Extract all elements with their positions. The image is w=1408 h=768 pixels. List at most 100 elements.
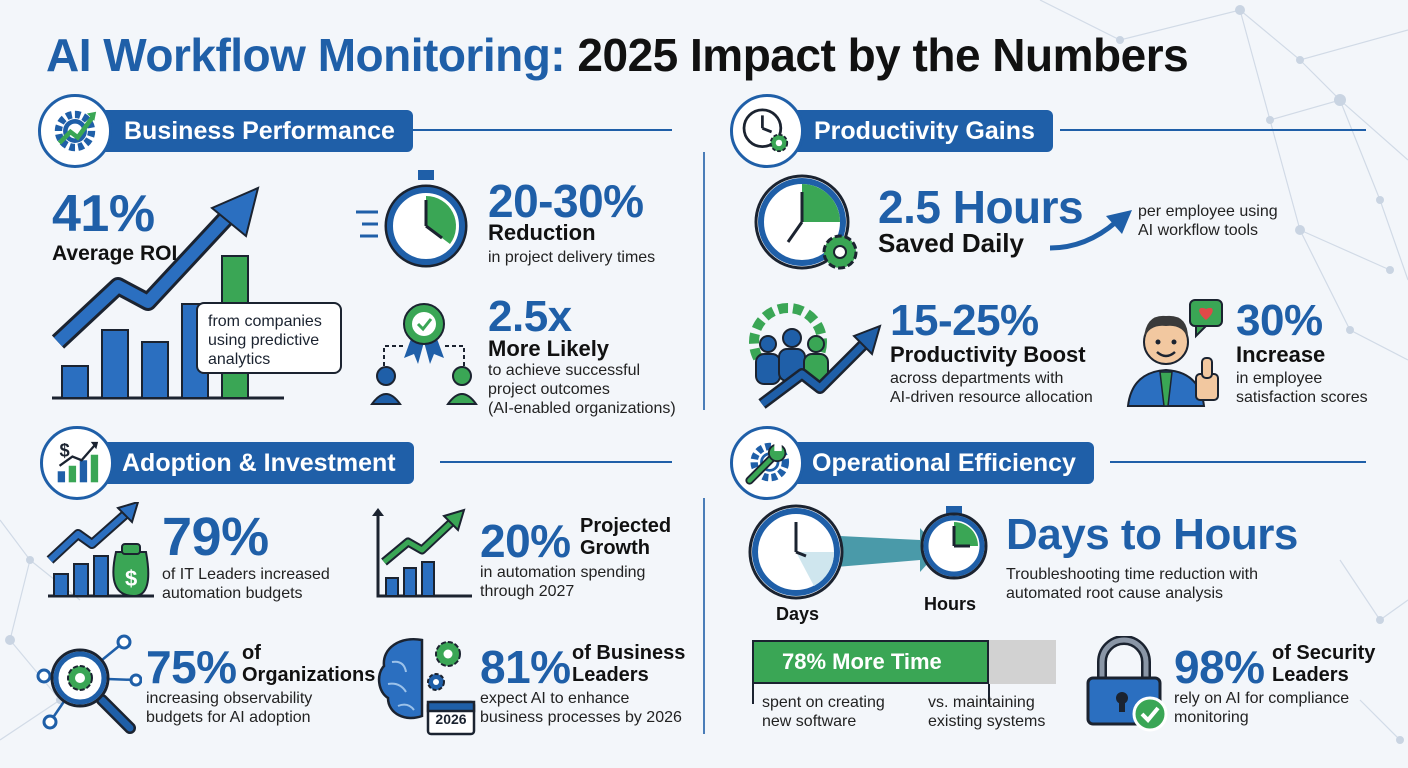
- growth-label: Projected Growth: [580, 515, 671, 559]
- security-desc-line-2: monitoring: [1174, 709, 1249, 726]
- likely-desc-line-1: to achieve successful: [488, 362, 641, 379]
- divider-top: [703, 152, 705, 410]
- it-leaders-value: 79%: [162, 507, 269, 567]
- it-leaders-desc: of IT Leaders increased automation budge…: [162, 565, 330, 603]
- business-heading: Business Performance: [58, 110, 413, 152]
- roi-callout-line-3: analytics: [208, 351, 271, 368]
- happy-employee-icon: [1124, 296, 1234, 408]
- more-time-bar-label: 78% More Time: [782, 649, 942, 674]
- roi-callout: from companies using predictive analytic…: [196, 302, 342, 374]
- more-time-bar-track: 78% More Time: [752, 640, 1056, 684]
- biz-leaders-value: 81%: [480, 641, 571, 693]
- title-part-2: 2025 Impact by the Numbers: [577, 29, 1189, 81]
- growth-label-line-1: Projected: [580, 515, 672, 537]
- boost-desc-line-1: across departments with: [890, 370, 1064, 387]
- more-time-left-desc: spent on creating new software: [762, 693, 885, 731]
- roi-callout-line-2: using predictive: [208, 332, 320, 349]
- growth-desc-line-1: in automation spending: [480, 564, 646, 581]
- more-time-tick-left: [752, 684, 754, 704]
- days-hours-desc-line-1: Troubleshooting time reduction with: [1006, 566, 1258, 583]
- satisfaction-value: 30%: [1236, 296, 1323, 345]
- calendar-year-label: 2026: [435, 711, 467, 727]
- team-growth-icon: [742, 294, 882, 410]
- biz-leaders-desc: expect AI to enhance business processes …: [480, 689, 682, 727]
- adoption-heading-line: [440, 461, 672, 463]
- likely-desc-line-3: (AI-enabled organizations): [488, 400, 676, 417]
- clock-gear-icon: [730, 94, 804, 168]
- business-heading-line: [400, 129, 672, 131]
- biz-leaders-label: of Business Leaders: [572, 642, 685, 686]
- gear-arrow-icon: [38, 94, 112, 168]
- more-time-bar-fill: [752, 640, 990, 684]
- orgs-label: of Organizations: [242, 642, 375, 686]
- hours-value: 2.5 Hours: [878, 181, 1084, 233]
- days-hours-value: Days to Hours: [1006, 510, 1298, 559]
- title-part-1: AI Workflow Monitoring:: [46, 29, 566, 81]
- satisfaction-desc-line-1: in employee: [1236, 370, 1323, 387]
- boost-value: 15-25%: [890, 296, 1039, 345]
- security-desc-line-1: rely on AI for compliance: [1174, 690, 1350, 707]
- biz-leaders-label-line-1: of Business: [572, 642, 686, 664]
- operational-heading: Operational Efficiency: [746, 442, 1094, 484]
- brain-gear-calendar-icon: [376, 632, 476, 736]
- hours-to-label: Hours: [924, 594, 977, 614]
- likely-value: 2.5x: [488, 292, 572, 341]
- likely-desc-line-2: project outcomes: [488, 381, 610, 398]
- growth-chart-icon: [370, 508, 474, 600]
- boost-label: Productivity Boost: [890, 342, 1086, 367]
- growth-label-line-2: Growth: [580, 537, 650, 559]
- growth-desc: in automation spending through 2027: [480, 563, 645, 601]
- security-label-line-2: Leaders: [1272, 664, 1349, 686]
- security-value: 98%: [1174, 641, 1265, 693]
- operational-heading-line: [1110, 461, 1366, 463]
- more-time-right-desc: vs. maintaining existing systems: [928, 693, 1045, 731]
- hours-desc-line-2: AI workflow tools: [1138, 222, 1259, 239]
- security-desc: rely on AI for compliance monitoring: [1174, 689, 1349, 727]
- padlock-check-icon: [1084, 635, 1170, 732]
- svg-text:$: $: [60, 440, 70, 461]
- orgs-label-line-2: Organizations: [242, 664, 376, 686]
- days-to-hours-clocks-icon: [744, 500, 996, 604]
- roi-value: 41%: [52, 185, 155, 243]
- orgs-desc-line-1: increasing observability: [146, 690, 313, 707]
- wrench-gear-icon: [730, 426, 804, 500]
- biz-leaders-label-line-2: Leaders: [572, 664, 649, 686]
- page-title: AI Workflow Monitoring: 2025 Impact by t…: [46, 28, 1189, 82]
- orgs-label-line-1: of: [242, 642, 261, 664]
- hours-arrow-icon: [1049, 210, 1132, 251]
- delivery-label: Reduction: [488, 220, 596, 245]
- security-label: of Security Leaders: [1272, 642, 1375, 686]
- biz-leaders-desc-line-2: business processes by 2026: [480, 709, 682, 726]
- days-hours-desc: Troubleshooting time reduction with auto…: [1006, 565, 1258, 603]
- hours-label: Saved Daily: [878, 228, 1024, 258]
- satisfaction-label: Increase: [1236, 342, 1326, 367]
- delivery-desc: in project delivery times: [488, 249, 656, 266]
- orgs-desc: increasing observability budgets for AI …: [146, 689, 312, 727]
- satisfaction-desc-line-2: satisfaction scores: [1236, 389, 1368, 406]
- it-leaders-desc-line-2: automation budgets: [162, 585, 303, 602]
- adoption-heading: Adoption & Investment: [56, 442, 414, 484]
- award-people-icon: [368, 296, 480, 408]
- satisfaction-desc: in employee satisfaction scores: [1236, 369, 1368, 407]
- more-time-left-desc-line-1: spent on creating: [762, 694, 885, 711]
- more-time-right-desc-line-2: existing systems: [928, 713, 1046, 730]
- divider-bottom: [703, 498, 705, 734]
- dollar-chart-icon: $: [40, 426, 114, 500]
- days-label: Days: [776, 604, 820, 624]
- moneybag-chart-icon: $: [46, 500, 156, 600]
- more-time-tick-right: [988, 684, 990, 704]
- delivery-value: 20-30%: [488, 175, 644, 227]
- clock-gear-large-icon: [752, 170, 864, 276]
- svg-text:$: $: [125, 566, 137, 591]
- hours-desc: per employee using AI workflow tools: [1138, 202, 1278, 240]
- stopwatch-icon: [356, 166, 476, 276]
- it-leaders-desc-line-1: of IT Leaders increased: [162, 566, 330, 583]
- orgs-desc-line-2: budgets for AI adoption: [146, 709, 311, 726]
- hours-desc-line-1: per employee using: [1138, 203, 1278, 220]
- more-time-right-desc-line-1: vs. maintaining: [928, 694, 1035, 711]
- boost-desc-line-2: AI-driven resource allocation: [890, 389, 1093, 406]
- growth-value: 20%: [480, 515, 571, 567]
- biz-leaders-desc-line-1: expect AI to enhance: [480, 690, 630, 707]
- productivity-heading-line: [1060, 129, 1366, 131]
